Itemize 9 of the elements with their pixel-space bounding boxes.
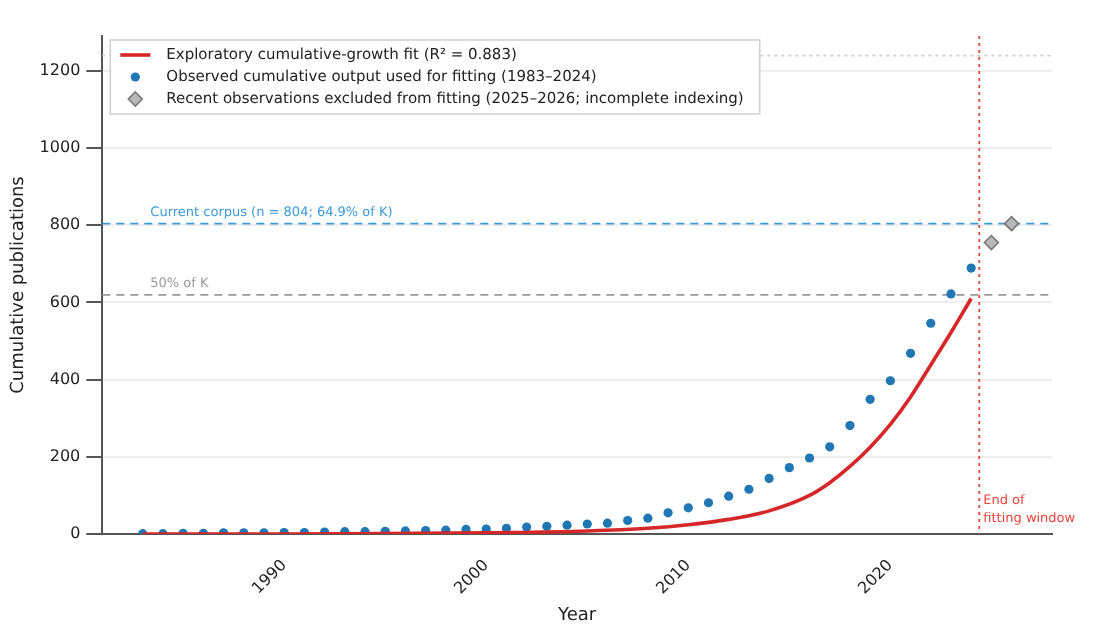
y-tick-label: 800 <box>49 215 81 234</box>
y-tick-label: 1000 <box>39 138 81 157</box>
x-axis-title: Year <box>556 605 597 626</box>
y-tick-label: 1200 <box>39 60 81 79</box>
y-tick-label: 600 <box>49 292 81 311</box>
y-tick-label: 0 <box>70 524 81 543</box>
y-tick-label: 200 <box>49 446 81 465</box>
y-axis-title: Cumulative publications <box>9 175 30 394</box>
y-tick-label: 400 <box>49 369 81 388</box>
